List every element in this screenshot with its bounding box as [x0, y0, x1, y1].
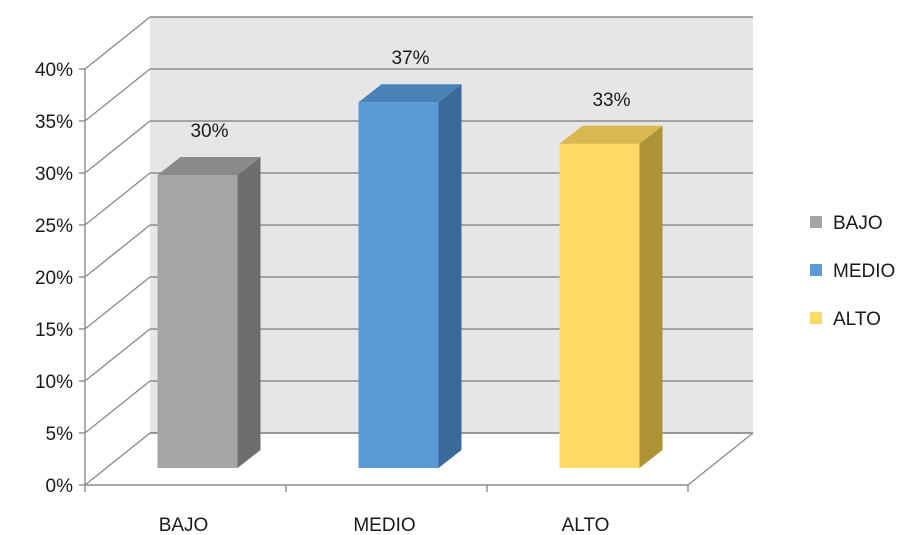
chart-legend: BAJO MEDIO ALTO — [810, 213, 895, 330]
bar-side — [438, 84, 462, 468]
gridline-side — [84, 432, 151, 486]
y-tick-label: 0% — [46, 476, 74, 497]
legend-swatch — [810, 312, 822, 324]
gridline-side — [84, 328, 151, 382]
x-axis-tick-labels: BAJO MEDIO ALTO — [159, 515, 610, 535]
bar-top — [559, 125, 663, 144]
bar-front — [358, 102, 439, 468]
gridline-side — [84, 16, 151, 70]
y-tick-label: 25% — [35, 216, 73, 237]
y-tick-label: 5% — [46, 424, 74, 445]
legend-swatch — [810, 264, 822, 276]
floor-right-edge — [687, 432, 754, 486]
bar-alto — [559, 125, 663, 469]
y-axis-tick-labels: 0% 5% 10% 15% 20% 25% 30% 35% 40% — [35, 60, 73, 497]
gridline-side — [84, 68, 151, 122]
bar-front — [157, 175, 238, 468]
bar-medio — [358, 84, 462, 468]
y-tick-label: 30% — [35, 164, 73, 185]
gridline-side — [84, 276, 151, 330]
gridline-side — [84, 120, 151, 174]
data-label: 30% — [190, 121, 228, 142]
y-tick-label: 15% — [35, 320, 73, 341]
legend-label: ALTO — [833, 309, 881, 330]
chart-bars — [157, 84, 663, 469]
bar-bajo — [157, 157, 261, 468]
x-tick-label: MEDIO — [353, 515, 415, 535]
legend-swatch — [810, 216, 822, 228]
y-tick-label: 35% — [35, 112, 73, 133]
data-label: 33% — [592, 90, 630, 111]
bar-front — [559, 143, 640, 469]
bar-top — [358, 84, 462, 103]
x-tick-label: BAJO — [159, 515, 209, 535]
gridline-side — [84, 224, 151, 278]
bar-top — [157, 157, 261, 175]
chart-axes — [79, 68, 689, 492]
y-tick-label: 20% — [35, 268, 73, 289]
gridline-side — [84, 172, 151, 226]
bar-side — [237, 157, 261, 468]
y-tick-label: 10% — [35, 372, 73, 393]
legend-label: BAJO — [833, 213, 883, 234]
data-labels: 30% 37% 33% — [190, 48, 630, 142]
legend-label: MEDIO — [833, 261, 895, 282]
data-label: 37% — [391, 48, 429, 69]
x-tick-label: ALTO — [562, 515, 610, 535]
bar-side — [639, 125, 663, 469]
gridline-side — [84, 380, 151, 434]
y-tick-label: 40% — [35, 60, 73, 81]
